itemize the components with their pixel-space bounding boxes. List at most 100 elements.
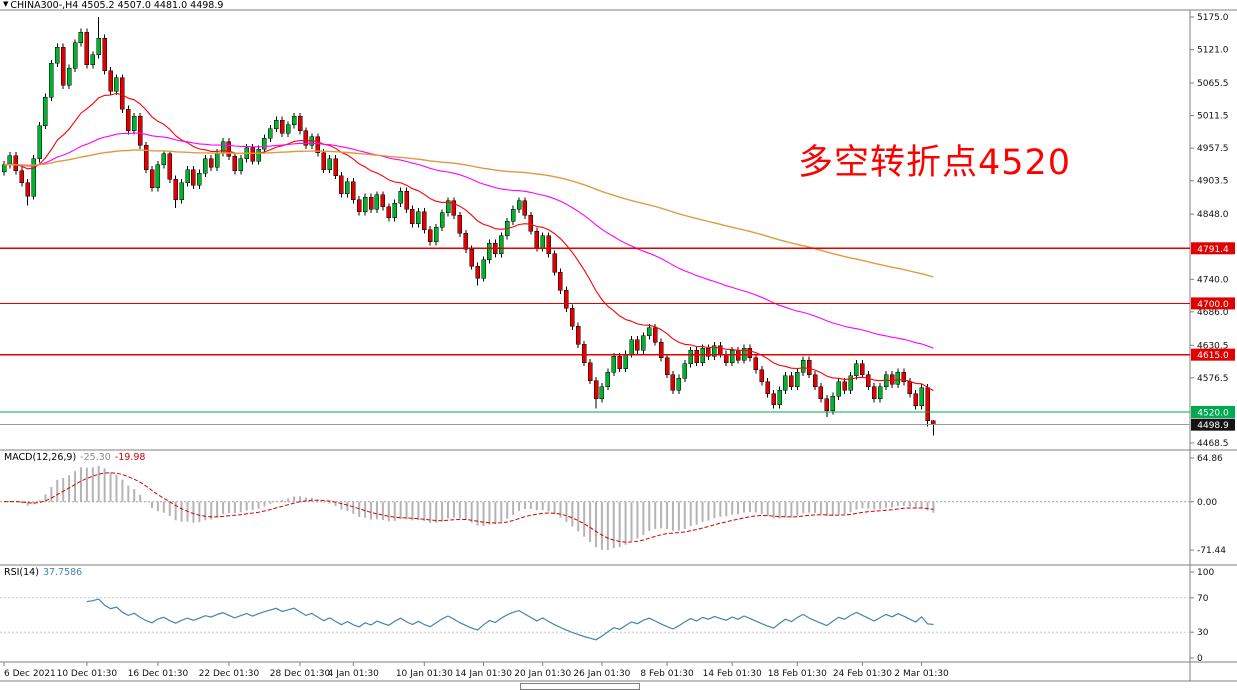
candle-body [126, 109, 131, 132]
candle-body [777, 389, 782, 405]
candle-body [339, 175, 344, 194]
candle-body [641, 335, 646, 351]
candle-body [37, 125, 42, 159]
time-axis-label: 26 Jan 01:30 [573, 669, 630, 679]
scrollbar-thumb[interactable] [520, 683, 640, 690]
candle-body [208, 158, 214, 168]
candle-body [836, 381, 841, 397]
candle-body [528, 215, 534, 232]
candle-body [427, 229, 433, 243]
candle-body [499, 235, 504, 255]
candle-body [516, 200, 522, 210]
time-axis-label: 10 Dec 01:30 [57, 669, 118, 679]
candle-body [404, 191, 409, 210]
candle-body [783, 375, 788, 391]
candle-body [771, 393, 776, 405]
candle-body [824, 398, 830, 411]
candle-body [114, 77, 119, 92]
candle-body [635, 339, 640, 351]
time-axis-label: 8 Feb 01:30 [640, 669, 694, 679]
price-scale: 5175.0 5121.0 5065.5 5011.5 4957.5 4903.5 4848… [1190, 13, 1229, 449]
candle-body [812, 374, 818, 387]
price-tick-label: 5011.5 [1197, 112, 1229, 122]
candle-body [327, 158, 332, 170]
candle-body [564, 289, 569, 309]
candle-body [90, 54, 96, 65]
candle-body [238, 158, 244, 172]
macd-axis-label: 64.86 [1197, 454, 1223, 464]
price-badges: 4791.4 4700.0 4615.0 4520.0 4498.9 [1191, 242, 1235, 431]
candle-body [789, 375, 794, 387]
candle-body [913, 393, 918, 407]
candle-body [173, 178, 178, 200]
time-axis-label: 14 Jan 01:30 [455, 669, 512, 679]
candle-body [451, 200, 457, 216]
candle-body [670, 374, 676, 391]
candle-body [469, 248, 474, 267]
candle-body [197, 172, 202, 186]
candle-body [570, 307, 575, 327]
macd-axis-label: 0.00 [1197, 498, 1217, 508]
macd-header: MACD(12,26,9) -25.30 -19.98 [4, 452, 149, 463]
candle-body [84, 31, 90, 65]
time-axis: 6 Dec 2021 10 Dec 01:30 16 Dec 01:30 22 Dec… [3, 662, 949, 679]
candle-body [919, 387, 924, 407]
candle-body [587, 362, 593, 381]
candle-body [800, 359, 806, 373]
candle-body [161, 153, 167, 165]
candlestick-series [1, 17, 936, 436]
candle-body [694, 350, 699, 363]
symbol-ohlc-header: ▼ CHINA300-,H4 4505.2 4507.0 4481.0 4498.… [3, 0, 223, 11]
candle-body [818, 386, 824, 399]
candle-body [43, 96, 48, 126]
candle-body [605, 371, 611, 387]
candle-body [445, 200, 451, 214]
time-axis-label: 16 Dec 01:30 [128, 669, 189, 679]
candle-body [13, 155, 19, 172]
macd-main-value: -25.30 [80, 452, 111, 463]
candle-body [546, 235, 551, 255]
time-axis-label: 18 Feb 01:30 [768, 669, 827, 679]
rsi-axis-label: 30 [1197, 628, 1209, 638]
candle-body [552, 253, 557, 273]
time-axis-label: 22 Dec 01:30 [199, 669, 260, 679]
candle-body [901, 371, 907, 383]
candle-body [72, 42, 78, 69]
candle-body [356, 199, 362, 213]
candle-body [481, 259, 486, 279]
candle-body [167, 153, 173, 180]
candle-body [303, 130, 309, 146]
candle-body [274, 119, 279, 129]
ma-line-21 [3, 92, 934, 392]
time-axis-label: 10 Jan 01:30 [396, 669, 453, 679]
candle-body [203, 158, 208, 174]
candle-body [623, 353, 628, 369]
rsi-line [86, 598, 934, 641]
price-badge-label: 4615.0 [1197, 351, 1229, 361]
candle-body [78, 31, 84, 44]
candle-body [889, 374, 895, 385]
candle-body [410, 209, 415, 225]
horizontal-lines [0, 247, 1190, 426]
price-badge-label: 4700.0 [1197, 300, 1229, 310]
candle-body [718, 345, 723, 355]
candle-body [895, 371, 901, 385]
candle-body [155, 164, 161, 188]
price-tick-label: 4848.0 [1197, 210, 1229, 220]
time-axis-label: 2 Mar 01:30 [894, 669, 949, 679]
macd-label: MACD(12,26,9) [4, 452, 77, 463]
candle-body [522, 200, 528, 216]
candle-body [581, 344, 587, 363]
candle-body [191, 169, 196, 186]
time-axis-label: 24 Feb 01:30 [833, 669, 892, 679]
candle-body [422, 211, 427, 231]
candle-body [149, 169, 155, 188]
time-axis-label: 4 Jan 01:30 [328, 669, 380, 679]
chart-marker-icon: ▼ [3, 0, 9, 8]
candle-body [540, 235, 545, 249]
time-axis-label: 14 Feb 01:30 [703, 669, 762, 679]
candle-body [66, 68, 72, 86]
rsi-label: RSI(14) [4, 567, 39, 578]
candle-body [279, 119, 285, 134]
